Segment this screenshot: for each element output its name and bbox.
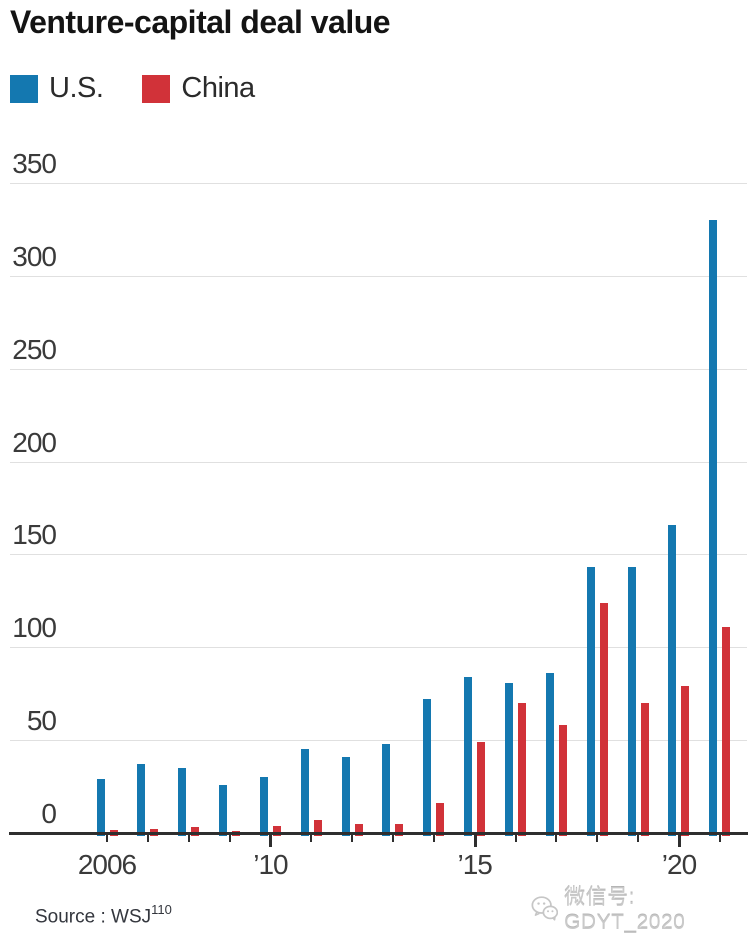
bar-us-2014 [423,699,432,836]
legend-swatch-china [142,74,171,103]
watermark: 微信号: GDYT_2020 [531,881,756,933]
bar-us-2013 [382,743,391,836]
bar-china-2011 [313,820,322,836]
y-gridline-50 [10,740,747,742]
x-axis-label-2010: ’10 [253,849,288,880]
bar-us-2009 [219,784,228,836]
bar-china-2012 [354,823,363,836]
source-label: Source : WSJ [35,906,152,928]
legend-label-us: U.S. [49,72,104,104]
x-tick-2017 [555,835,558,842]
y-gridline-300 [10,275,747,277]
bar-china-2008 [191,827,200,836]
legend-swatch-us [10,74,38,103]
x-axis-label-2020: ’20 [661,849,697,880]
y-axis-label-100: 100 [12,612,57,644]
bar-china-2017 [558,725,567,836]
bar-china-2020 [681,686,690,836]
bar-us-2007 [137,764,146,836]
x-tick-2014 [432,835,435,842]
y-gridline-150 [10,554,747,556]
x-tick-2018 [596,835,599,842]
x-tick-2007 [146,835,149,842]
x-tick-2010 [269,835,273,847]
bar-us-2018 [586,567,595,836]
bar-china-2013 [395,823,404,836]
y-gridline-350 [10,183,747,184]
y-axis-label-0: 0 [41,798,57,829]
legend-item-china: China [142,72,255,105]
legend-item-us: U.S. [10,72,104,105]
source-note: Source : WSJ110 [35,902,172,928]
bar-us-2021 [709,220,718,836]
x-axis-label-2006: 2006 [77,849,137,880]
bar-us-2015 [464,677,473,836]
x-axis-line [9,832,748,835]
legend: U.S. China [10,72,255,105]
x-tick-2009 [228,835,231,842]
y-gridline-100 [10,647,747,649]
y-gridline-200 [10,461,747,463]
y-axis-label-350: 350 [12,148,57,179]
x-tick-2021 [718,835,721,842]
source-footnote: 110 [151,902,172,917]
bar-china-2016 [518,703,527,836]
legend-label-china: China [181,72,255,104]
bar-china-2010 [272,825,281,836]
x-tick-2006 [106,835,108,842]
x-tick-2016 [514,835,517,842]
bar-us-2020 [668,524,677,836]
bar-us-2012 [341,756,350,836]
watermark-text: 微信号: GDYT_2020 [564,886,686,933]
x-tick-2011 [310,835,313,842]
bar-us-2019 [627,567,636,836]
bar-china-2021 [722,626,731,836]
y-axis-label-150: 150 [12,519,57,551]
bar-us-2008 [178,768,187,836]
x-tick-2015 [473,835,477,847]
x-tick-2013 [391,835,394,842]
bar-china-2018 [599,602,608,836]
bar-us-2016 [505,682,514,836]
x-tick-2019 [637,835,640,842]
bar-china-2019 [640,703,649,836]
bar-us-2006 [96,779,105,836]
y-axis-label-50: 50 [26,705,57,737]
plot-area: 0 50 100 150 200 250 300 350 2006 ’10 ’15 ’20 [9,150,748,880]
wechat-icon [531,895,559,921]
bar-china-2014 [436,803,445,836]
chart-title: Venture-capital deal value [10,4,391,40]
y-axis-label-300: 300 [12,240,57,272]
y-axis-label-250: 250 [12,333,57,365]
x-tick-2012 [351,835,354,842]
x-axis-label-2015: ’15 [457,849,493,880]
bar-us-2010 [259,777,268,836]
x-tick-2008 [187,835,190,842]
y-gridline-250 [10,368,747,370]
bar-china-2015 [477,742,486,836]
x-tick-2020 [677,835,681,847]
bar-us-2017 [545,673,554,836]
bar-us-2011 [300,749,309,836]
y-axis-label-200: 200 [12,426,57,458]
